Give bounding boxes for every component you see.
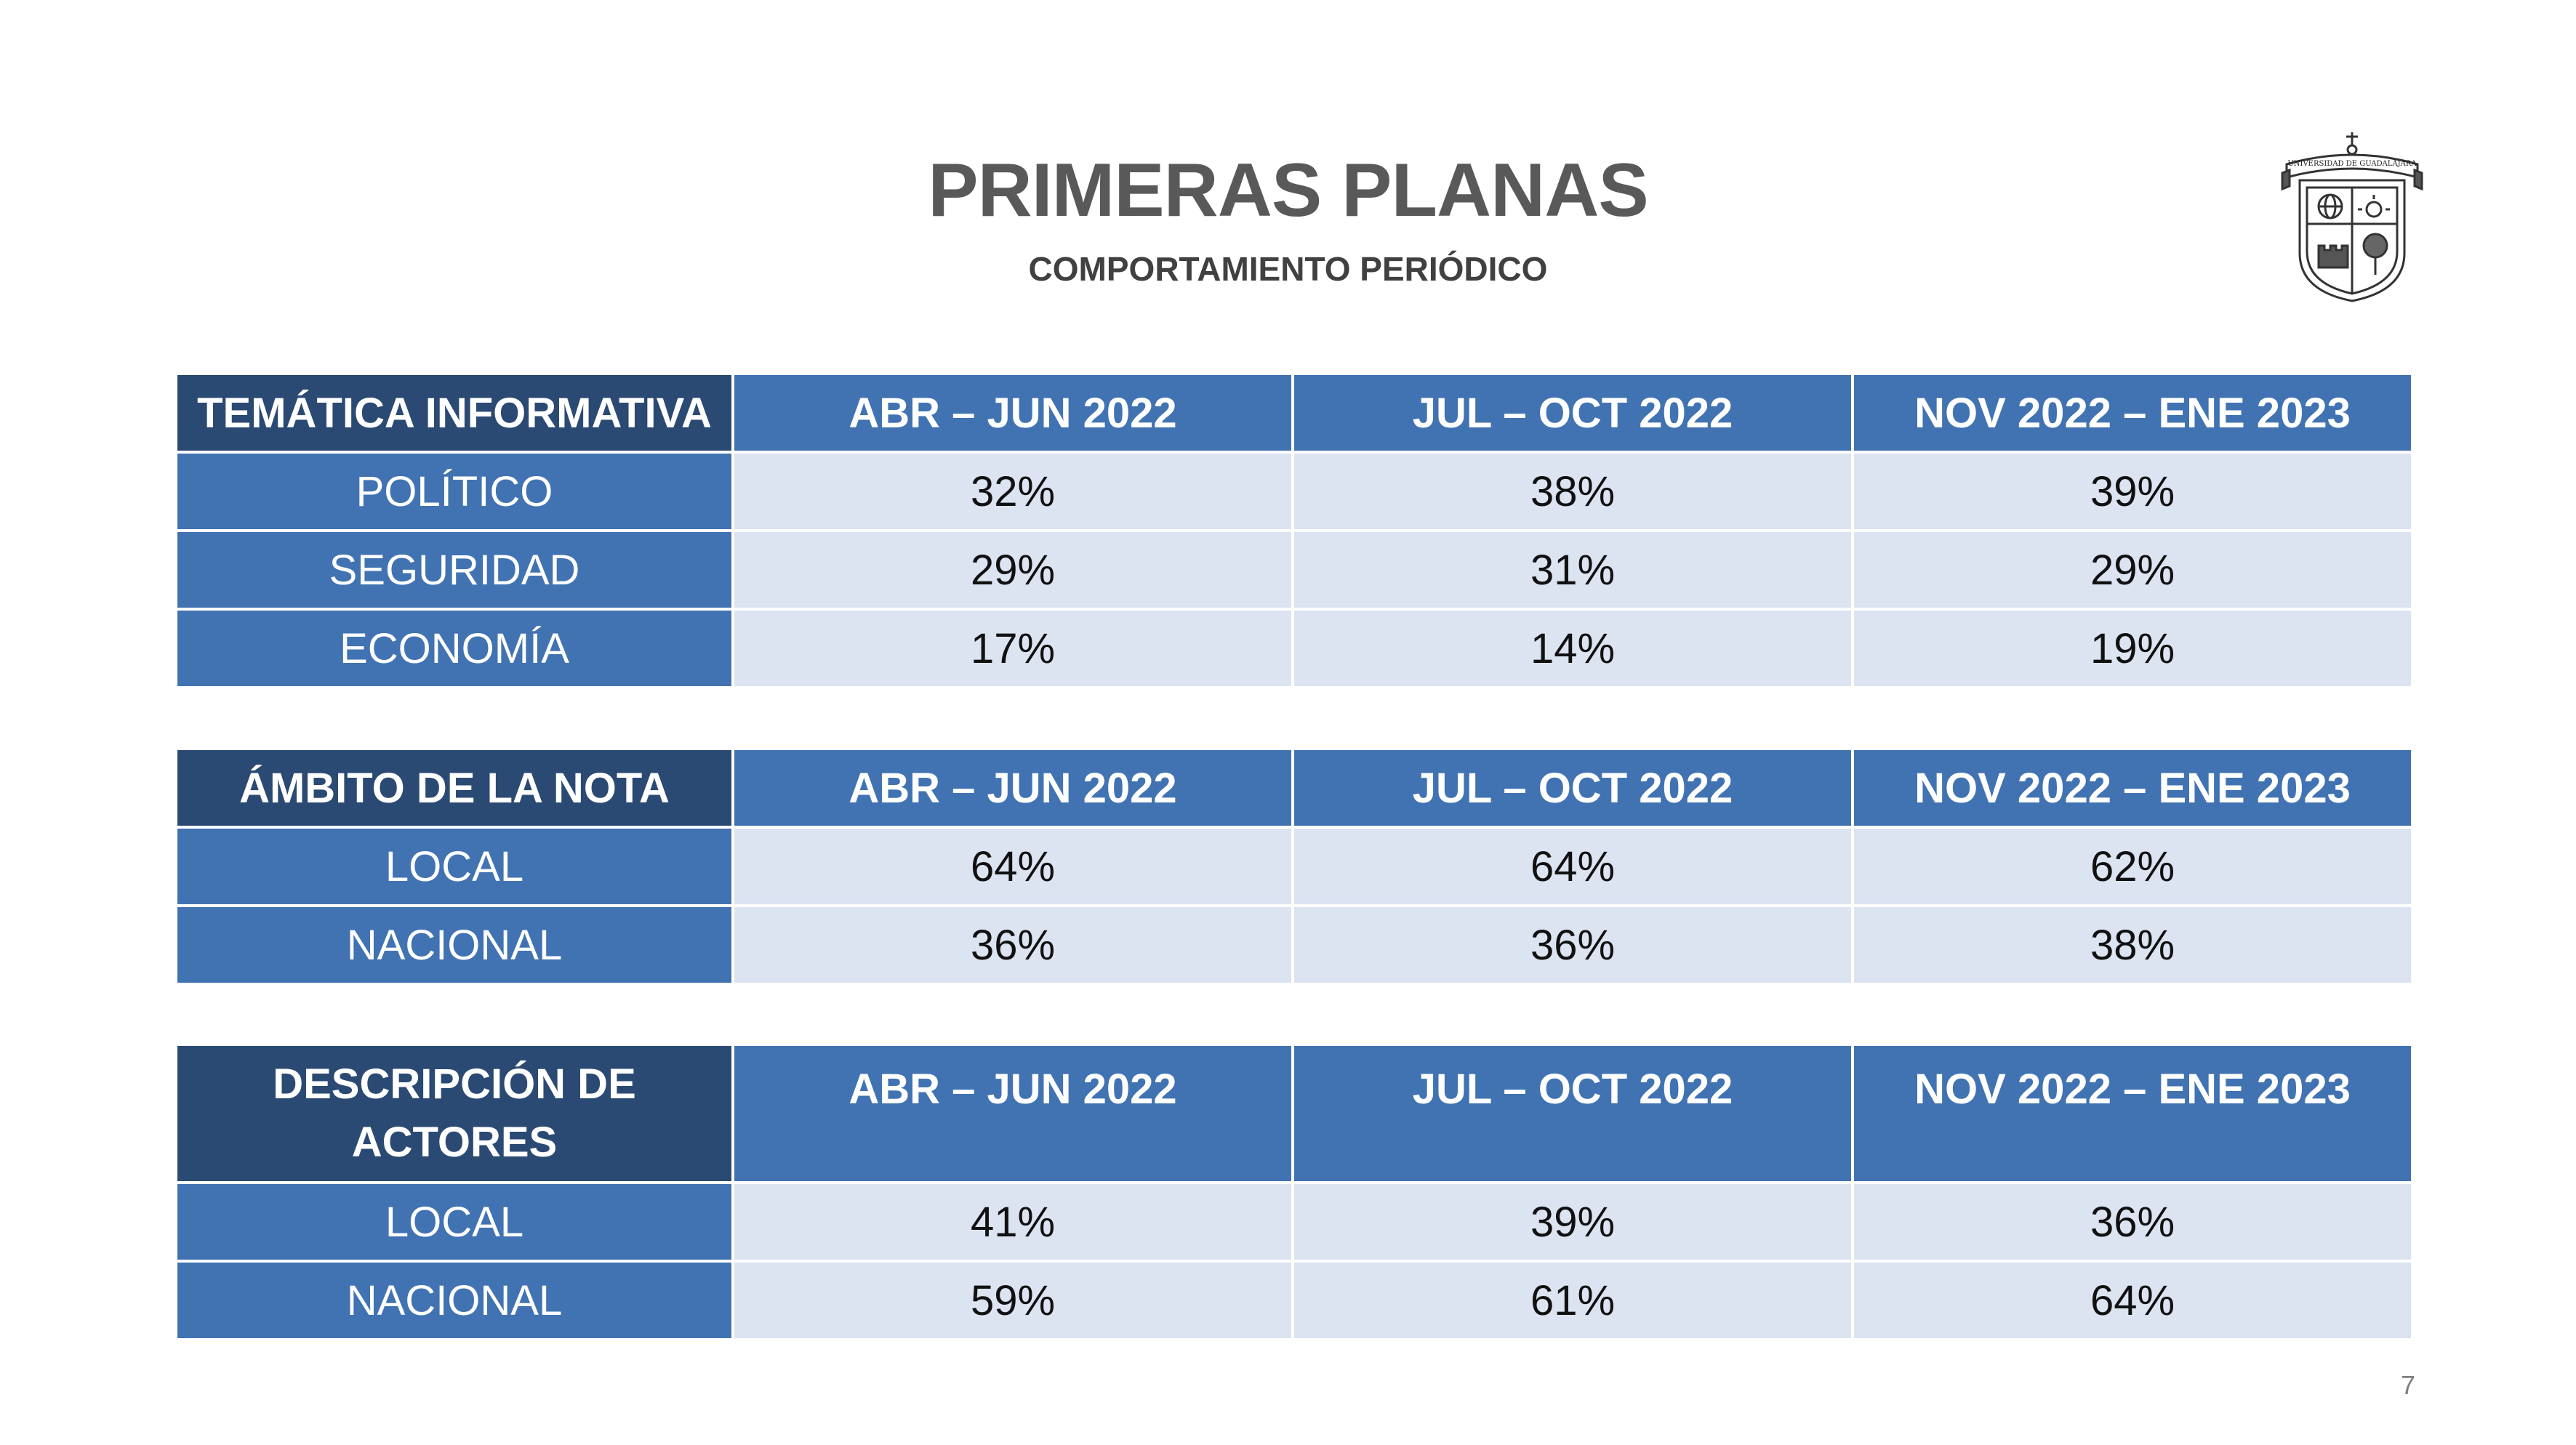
cell-value: 39% <box>1293 1184 1851 1260</box>
cell-value: 17% <box>734 611 1291 686</box>
header-abr-jun: ABR – JUN 2022 <box>734 750 1291 826</box>
row-label-nacional: NACIONAL <box>177 1263 731 1338</box>
row-label-economia: ECONOMÍA <box>177 611 731 686</box>
header-abr-jun: ABR – JUN 2022 <box>734 375 1291 451</box>
table-header-row: ÁMBITO DE LA NOTA ABR – JUN 2022 JUL – O… <box>177 750 2411 826</box>
cell-value: 41% <box>734 1184 1291 1260</box>
header-abr-jun: ABR – JUN 2022 <box>734 1046 1291 1181</box>
table-row: ECONOMÍA 17% 14% 19% <box>177 611 2411 686</box>
cell-value: 31% <box>1293 532 1851 608</box>
cell-value: 64% <box>1293 829 1851 904</box>
table-row: LOCAL 41% 39% 36% <box>177 1184 2411 1260</box>
cell-value: 14% <box>1293 611 1851 686</box>
cell-value: 36% <box>1293 907 1851 983</box>
page-number: 7 <box>2400 1370 2415 1400</box>
header-jul-oct: JUL – OCT 2022 <box>1293 750 1851 826</box>
cell-value: 36% <box>734 907 1291 983</box>
row-label-local: LOCAL <box>177 1184 731 1260</box>
seal-text: UNIVERSIDAD DE GUADALAJARA <box>2287 160 2417 168</box>
table-ambito-de-la-nota: ÁMBITO DE LA NOTA ABR – JUN 2022 JUL – O… <box>174 747 2414 986</box>
table-row: POLÍTICO 32% 38% 39% <box>177 454 2411 529</box>
header-descripcion: DESCRIPCIÓN DE ACTORES <box>177 1046 731 1181</box>
header-ambito: ÁMBITO DE LA NOTA <box>177 750 731 826</box>
table-row: LOCAL 64% 64% 62% <box>177 829 2411 904</box>
cell-value: 62% <box>1853 829 2411 904</box>
row-label-nacional: NACIONAL <box>177 907 731 983</box>
cell-value: 64% <box>734 829 1291 904</box>
cell-value: 32% <box>734 454 1291 529</box>
cell-value: 29% <box>1853 532 2411 608</box>
cell-value: 29% <box>734 532 1291 608</box>
page-title: PRIMERAS PLANAS <box>928 148 1648 233</box>
row-label-local: LOCAL <box>177 829 731 904</box>
header-tematica: TEMÁTICA INFORMATIVA <box>177 375 731 451</box>
cell-value: 59% <box>734 1263 1291 1338</box>
cell-value: 64% <box>1853 1263 2411 1338</box>
table-descripcion-de-actores: DESCRIPCIÓN DE ACTORES ABR – JUN 2022 JU… <box>174 1043 2414 1341</box>
row-label-seguridad: SEGURIDAD <box>177 532 731 608</box>
header-jul-oct: JUL – OCT 2022 <box>1293 375 1851 451</box>
cell-value: 61% <box>1293 1263 1851 1338</box>
cell-value: 38% <box>1853 907 2411 983</box>
table-header-row: TEMÁTICA INFORMATIVA ABR – JUN 2022 JUL … <box>177 375 2411 451</box>
cell-value: 19% <box>1853 611 2411 686</box>
table-tematica-informativa: TEMÁTICA INFORMATIVA ABR – JUN 2022 JUL … <box>174 372 2414 689</box>
header-nov-ene: NOV 2022 – ENE 2023 <box>1853 375 2411 451</box>
page-subtitle: COMPORTAMIENTO PERIÓDICO <box>1028 250 1548 288</box>
table-header-row: DESCRIPCIÓN DE ACTORES ABR – JUN 2022 JU… <box>177 1046 2411 1181</box>
row-label-politico: POLÍTICO <box>177 454 731 529</box>
header-nov-ene: NOV 2022 – ENE 2023 <box>1853 750 2411 826</box>
header-nov-ene: NOV 2022 – ENE 2023 <box>1853 1046 2411 1181</box>
table-row: NACIONAL 36% 36% 38% <box>177 907 2411 983</box>
header-jul-oct: JUL – OCT 2022 <box>1293 1046 1851 1181</box>
university-seal-icon: UNIVERSIDAD DE GUADALAJARA <box>2281 132 2423 302</box>
table-row: SEGURIDAD 29% 31% 29% <box>177 532 2411 608</box>
cell-value: 36% <box>1853 1184 2411 1260</box>
cell-value: 38% <box>1293 454 1851 529</box>
table-row: NACIONAL 59% 61% 64% <box>177 1263 2411 1338</box>
cell-value: 39% <box>1853 454 2411 529</box>
